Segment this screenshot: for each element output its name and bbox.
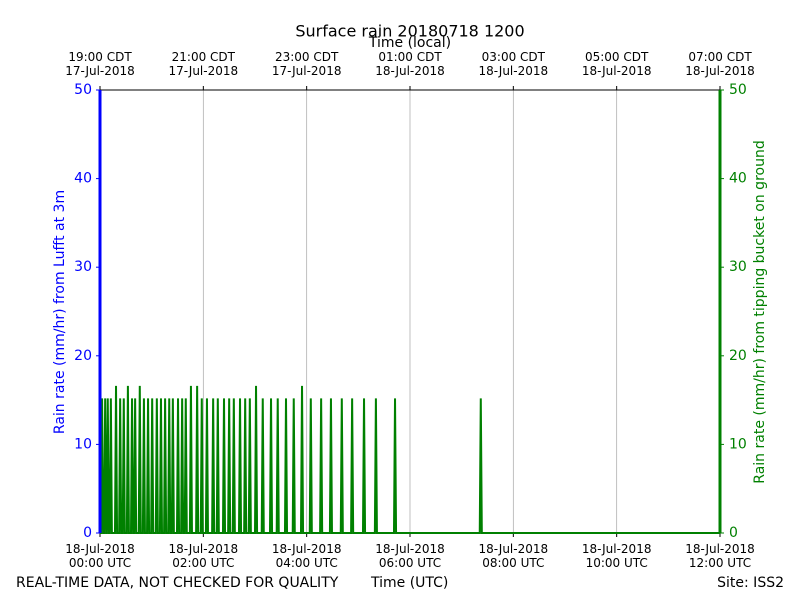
rain-line bbox=[100, 385, 720, 534]
x-tick-label: 18-Jul-2018 06:00 UTC bbox=[375, 542, 445, 570]
footer-note: REAL-TIME DATA, NOT CHECKED FOR QUALITY bbox=[16, 575, 339, 591]
x2-tick-label: 07:00 CDT 18-Jul-2018 bbox=[685, 50, 755, 78]
x2-tick-label: 03:00 CDT 18-Jul-2018 bbox=[478, 50, 549, 78]
x-tick-label: 18-Jul-2018 02:00 UTC bbox=[168, 542, 239, 570]
x2-axis-label: Time (local) bbox=[368, 35, 451, 51]
y2-tick-label: 30 bbox=[729, 259, 747, 275]
y-tick-label: 0 bbox=[83, 525, 92, 541]
y-tick-label: 50 bbox=[74, 82, 92, 98]
y2-tick-label: 10 bbox=[729, 436, 747, 452]
x2-tick-label: 19:00 CDT 17-Jul-2018 bbox=[65, 50, 135, 78]
chart-title: Surface rain 20180718 1200 bbox=[295, 22, 524, 41]
y2-tick-label: 40 bbox=[729, 171, 747, 187]
x-tick-label: 18-Jul-2018 12:00 UTC bbox=[685, 542, 755, 570]
footer-site: Site: ISS2 bbox=[717, 575, 784, 591]
y-tick-label: 20 bbox=[74, 348, 92, 364]
x2-tick-label: 01:00 CDT 18-Jul-2018 bbox=[375, 50, 445, 78]
x-tick-label: 18-Jul-2018 08:00 UTC bbox=[478, 542, 549, 570]
x2-tick-label: 23:00 CDT 17-Jul-2018 bbox=[271, 50, 342, 78]
x-axis-label: Time (UTC) bbox=[371, 575, 449, 591]
y2-axis-label: Rain rate (mm/hr) from tipping bucket on… bbox=[752, 140, 768, 483]
x-tick-label: 18-Jul-2018 00:00 UTC bbox=[65, 542, 135, 570]
x-tick-label: 18-Jul-2018 04:00 UTC bbox=[271, 542, 342, 570]
x2-tick-label: 21:00 CDT 17-Jul-2018 bbox=[168, 50, 239, 78]
y2-tick-label: 20 bbox=[729, 348, 747, 364]
y-tick-label: 10 bbox=[74, 436, 92, 452]
y-tick-label: 30 bbox=[74, 259, 92, 275]
y2-tick-label: 50 bbox=[729, 82, 747, 98]
y-axis-label: Rain rate (mm/hr) from Lufft at 3m bbox=[52, 190, 68, 434]
x2-tick-label: 05:00 CDT 18-Jul-2018 bbox=[581, 50, 652, 78]
y-tick-label: 40 bbox=[74, 171, 92, 187]
x-tick-label: 18-Jul-2018 10:00 UTC bbox=[581, 542, 652, 570]
y2-tick-label: 0 bbox=[729, 525, 738, 541]
